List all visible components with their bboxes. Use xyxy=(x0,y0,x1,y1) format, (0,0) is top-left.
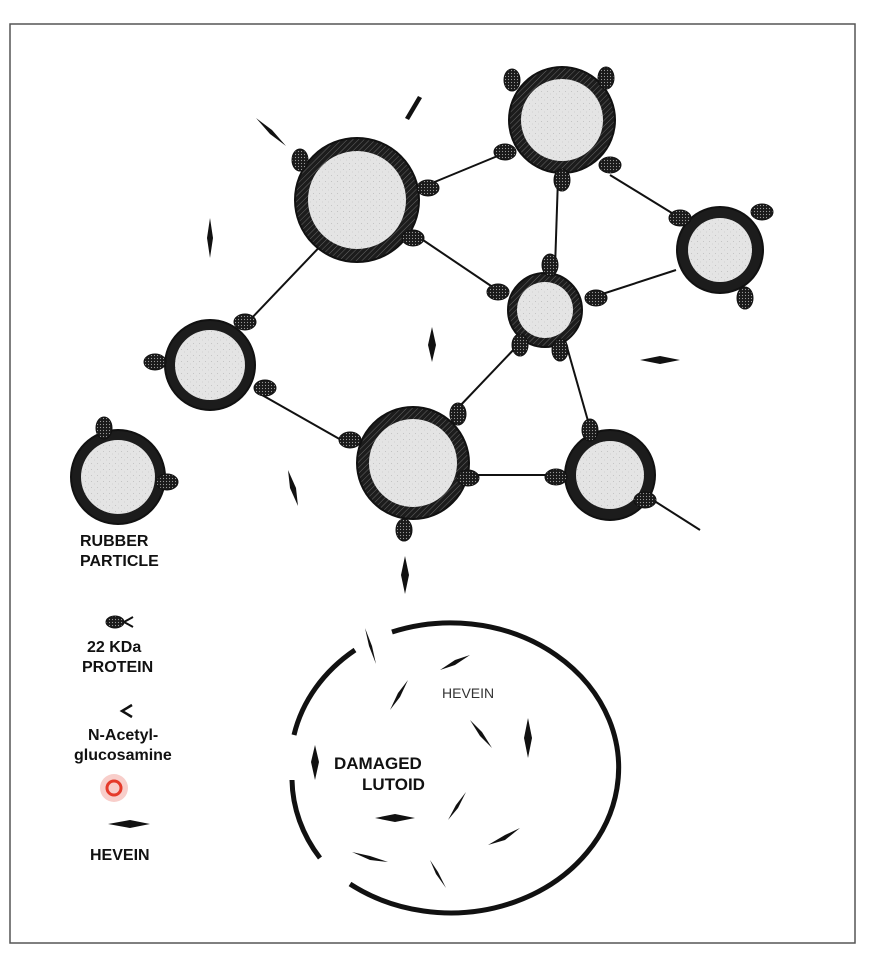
rubber-particle-legend xyxy=(70,429,166,525)
legend-nag-line2: glucosamine xyxy=(74,747,172,764)
lutoid-hevein-molecules xyxy=(311,628,532,888)
legend-hevein: HEVEIN xyxy=(90,847,150,864)
legend: RUBBER PARTICLE 22 KDa PROTEIN N-Acetyl-… xyxy=(74,533,172,864)
rubber-particle xyxy=(507,272,583,348)
hevein-icon xyxy=(108,820,150,828)
rubber-particle xyxy=(564,429,656,521)
protein-icon xyxy=(105,615,134,629)
protein-markers xyxy=(95,66,774,542)
damaged-lutoid-label-line2: LUTOID xyxy=(362,775,425,794)
legend-protein-line2: PROTEIN xyxy=(82,659,153,676)
free-hevein-molecules xyxy=(207,96,680,594)
legend-nag-line1: N-Acetyl- xyxy=(88,727,158,744)
damaged-lutoid xyxy=(289,620,622,916)
legend-protein-line1: 22 KDa xyxy=(87,639,141,656)
cursor-marker-icon xyxy=(100,774,128,802)
rubber-particle xyxy=(356,406,470,520)
nag-icon xyxy=(119,703,133,719)
hevein-connections xyxy=(247,154,701,531)
rubber-particle xyxy=(676,206,764,294)
lutoid-hevein-label: HEVEIN xyxy=(442,685,494,701)
rubber-particle xyxy=(164,319,256,411)
legend-rubber-particle-line1: RUBBER xyxy=(80,533,149,550)
damaged-lutoid-label-line1: DAMAGED xyxy=(334,754,422,773)
rubber-particle xyxy=(294,137,420,263)
legend-rubber-particle-line2: PARTICLE xyxy=(80,553,159,570)
